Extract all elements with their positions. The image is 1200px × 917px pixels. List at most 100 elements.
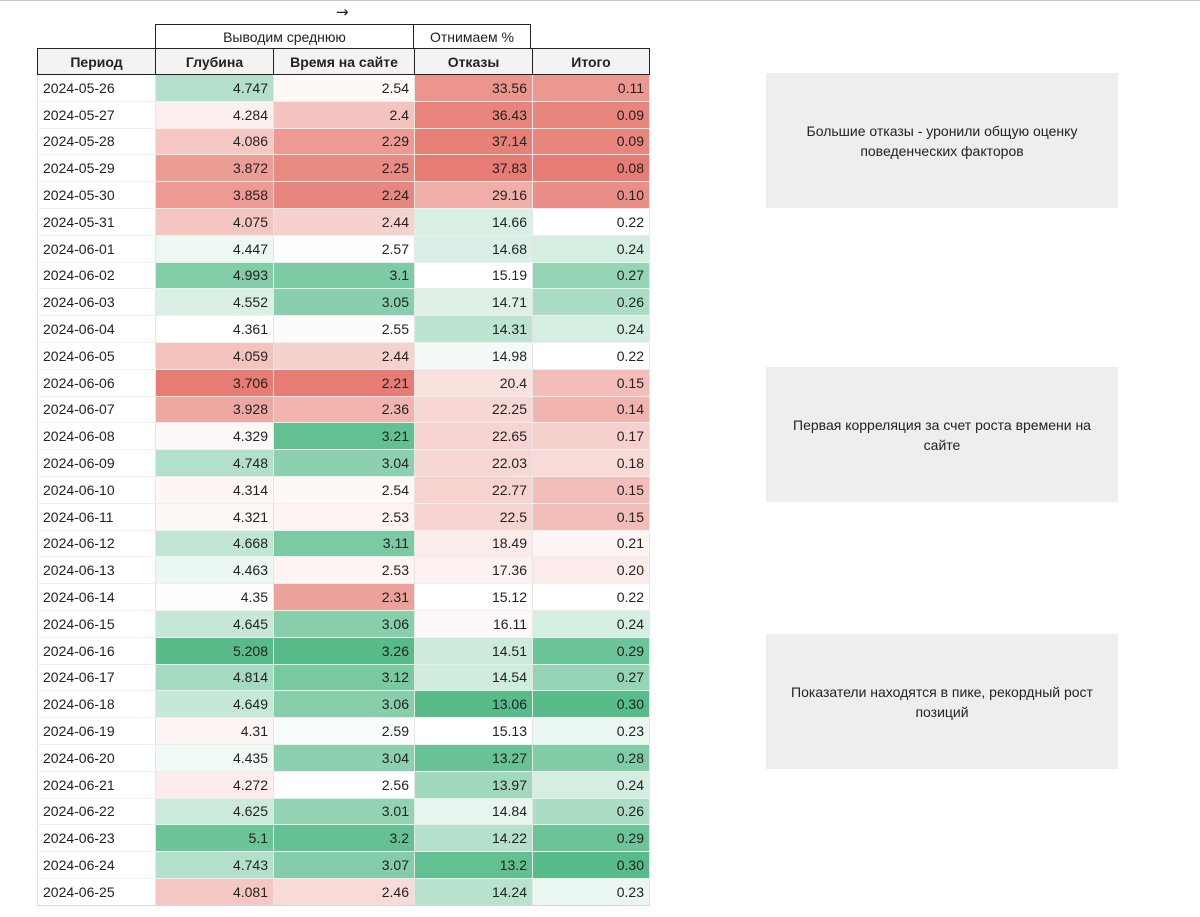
cell-bounces[interactable]: 22.5 <box>414 503 533 531</box>
cell-period[interactable]: 2024-05-28 <box>37 128 156 156</box>
cell-time-on-site[interactable]: 3.07 <box>273 851 415 879</box>
cell-bounces[interactable]: 22.03 <box>414 449 533 477</box>
cell-depth[interactable]: 5.208 <box>155 637 274 665</box>
cell-period[interactable]: 2024-06-04 <box>37 315 156 343</box>
cell-time-on-site[interactable]: 3.26 <box>273 637 415 665</box>
cell-period[interactable]: 2024-06-09 <box>37 449 156 477</box>
cell-period[interactable]: 2024-06-16 <box>37 637 156 665</box>
cell-depth[interactable]: 4.435 <box>155 744 274 772</box>
cell-time-on-site[interactable]: 2.36 <box>273 396 415 424</box>
cell-time-on-site[interactable]: 2.29 <box>273 128 415 156</box>
cell-total[interactable]: 0.11 <box>532 74 650 102</box>
cell-total[interactable]: 0.27 <box>532 262 650 290</box>
cell-total[interactable]: 0.24 <box>532 315 650 343</box>
cell-depth[interactable]: 3.706 <box>155 369 274 397</box>
cell-depth[interactable]: 4.321 <box>155 503 274 531</box>
cell-bounces[interactable]: 14.51 <box>414 637 533 665</box>
cell-depth[interactable]: 4.814 <box>155 664 274 692</box>
column-header-depth[interactable]: Глубина <box>155 48 274 75</box>
cell-depth[interactable]: 4.668 <box>155 530 274 558</box>
cell-period[interactable]: 2024-06-05 <box>37 342 156 370</box>
cell-time-on-site[interactable]: 3.11 <box>273 530 415 558</box>
cell-period[interactable]: 2024-06-23 <box>37 824 156 853</box>
cell-bounces[interactable]: 33.56 <box>414 74 533 102</box>
cell-time-on-site[interactable]: 2.53 <box>273 556 415 585</box>
cell-total[interactable]: 0.09 <box>532 101 650 129</box>
column-header-period[interactable]: Период <box>37 48 156 75</box>
cell-period[interactable]: 2024-06-06 <box>37 369 156 397</box>
cell-depth[interactable]: 4.086 <box>155 128 274 156</box>
cell-depth[interactable]: 3.858 <box>155 181 274 209</box>
cell-period[interactable]: 2024-06-22 <box>37 798 156 826</box>
cell-depth[interactable]: 4.645 <box>155 610 274 638</box>
cell-bounces[interactable]: 14.84 <box>414 798 533 826</box>
group-header-subtract-percent[interactable]: Отнимаем % <box>413 24 531 48</box>
cell-time-on-site[interactable]: 2.59 <box>273 717 415 745</box>
cell-depth[interactable]: 3.872 <box>155 154 274 183</box>
cell-period[interactable]: 2024-06-03 <box>37 288 156 317</box>
cell-bounces[interactable]: 13.06 <box>414 690 533 719</box>
cell-depth[interactable]: 4.075 <box>155 208 274 236</box>
cell-bounces[interactable]: 37.83 <box>414 154 533 183</box>
cell-time-on-site[interactable]: 2.55 <box>273 315 415 343</box>
cell-period[interactable]: 2024-06-07 <box>37 396 156 424</box>
cell-bounces[interactable]: 22.65 <box>414 422 533 451</box>
cell-period[interactable]: 2024-06-21 <box>37 771 156 799</box>
cell-bounces[interactable]: 16.11 <box>414 610 533 638</box>
cell-bounces[interactable]: 22.77 <box>414 476 533 504</box>
cell-time-on-site[interactable]: 3.05 <box>273 288 415 317</box>
cell-period[interactable]: 2024-06-19 <box>37 717 156 745</box>
cell-period[interactable]: 2024-06-12 <box>37 530 156 558</box>
cell-period[interactable]: 2024-06-18 <box>37 690 156 719</box>
cell-total[interactable]: 0.24 <box>532 610 650 638</box>
cell-bounces[interactable]: 14.54 <box>414 664 533 692</box>
cell-period[interactable]: 2024-06-24 <box>37 851 156 879</box>
cell-total[interactable]: 0.23 <box>532 878 650 906</box>
cell-bounces[interactable]: 14.31 <box>414 315 533 343</box>
cell-bounces[interactable]: 17.36 <box>414 556 533 585</box>
cell-total[interactable]: 0.24 <box>532 235 650 263</box>
cell-bounces[interactable]: 29.16 <box>414 181 533 209</box>
cell-period[interactable]: 2024-06-17 <box>37 664 156 692</box>
cell-total[interactable]: 0.22 <box>532 583 650 611</box>
note-peak-metrics[interactable]: Показатели находятся в пике, рекордный р… <box>766 634 1118 769</box>
cell-time-on-site[interactable]: 3.04 <box>273 449 415 477</box>
cell-period[interactable]: 2024-06-02 <box>37 262 156 290</box>
cell-time-on-site[interactable]: 3.06 <box>273 610 415 638</box>
cell-bounces[interactable]: 15.13 <box>414 717 533 745</box>
cell-period[interactable]: 2024-05-27 <box>37 101 156 129</box>
cell-period[interactable]: 2024-06-10 <box>37 476 156 504</box>
cell-total[interactable]: 0.09 <box>532 128 650 156</box>
cell-total[interactable]: 0.21 <box>532 530 650 558</box>
cell-bounces[interactable]: 14.24 <box>414 878 533 906</box>
cell-time-on-site[interactable]: 2.4 <box>273 101 415 129</box>
cell-total[interactable]: 0.17 <box>532 422 650 451</box>
cell-total[interactable]: 0.22 <box>532 208 650 236</box>
cell-depth[interactable]: 3.928 <box>155 396 274 424</box>
cell-period[interactable]: 2024-05-31 <box>37 208 156 236</box>
cell-total[interactable]: 0.29 <box>532 824 650 853</box>
cell-bounces[interactable]: 20.4 <box>414 369 533 397</box>
cell-time-on-site[interactable]: 3.12 <box>273 664 415 692</box>
cell-period[interactable]: 2024-06-11 <box>37 503 156 531</box>
cell-bounces[interactable]: 14.71 <box>414 288 533 317</box>
cell-depth[interactable]: 4.35 <box>155 583 274 611</box>
cell-total[interactable]: 0.15 <box>532 369 650 397</box>
cell-time-on-site[interactable]: 2.21 <box>273 369 415 397</box>
cell-total[interactable]: 0.22 <box>532 342 650 370</box>
cell-period[interactable]: 2024-06-14 <box>37 583 156 611</box>
cell-period[interactable]: 2024-05-30 <box>37 181 156 209</box>
cell-total[interactable]: 0.30 <box>532 690 650 719</box>
cell-total[interactable]: 0.29 <box>532 637 650 665</box>
cell-time-on-site[interactable]: 3.01 <box>273 798 415 826</box>
cell-bounces[interactable]: 14.98 <box>414 342 533 370</box>
cell-total[interactable]: 0.10 <box>532 181 650 209</box>
cell-bounces[interactable]: 14.66 <box>414 208 533 236</box>
cell-time-on-site[interactable]: 2.57 <box>273 235 415 263</box>
cell-time-on-site[interactable]: 2.53 <box>273 503 415 531</box>
cell-total[interactable]: 0.23 <box>532 717 650 745</box>
cell-period[interactable]: 2024-06-20 <box>37 744 156 772</box>
cell-total[interactable]: 0.15 <box>532 503 650 531</box>
cell-depth[interactable]: 4.748 <box>155 449 274 477</box>
cell-period[interactable]: 2024-06-13 <box>37 556 156 585</box>
